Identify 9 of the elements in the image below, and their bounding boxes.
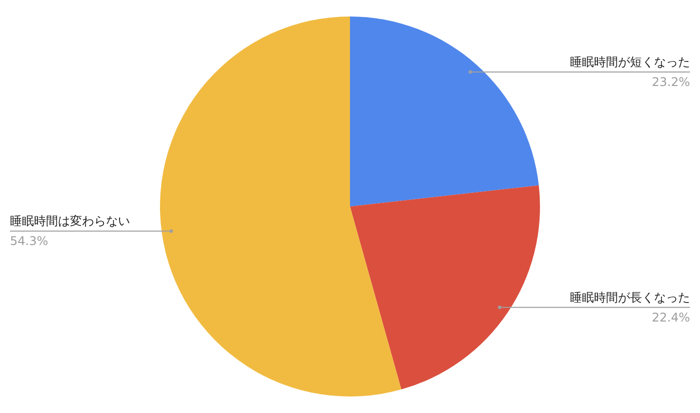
slice-label: 睡眠時間が短くなった [570, 54, 690, 69]
data-label: 23.2% [652, 74, 690, 89]
data-label: 22.4% [652, 310, 690, 324]
data-label: 54.3% [10, 234, 48, 248]
pie-slice [160, 16, 402, 396]
slice-label: 睡眠時間が長くなった [570, 290, 690, 304]
pie-slice [350, 185, 540, 390]
slice-label: 睡眠時間は変わらない [10, 214, 130, 228]
pie-slice [350, 16, 539, 206]
